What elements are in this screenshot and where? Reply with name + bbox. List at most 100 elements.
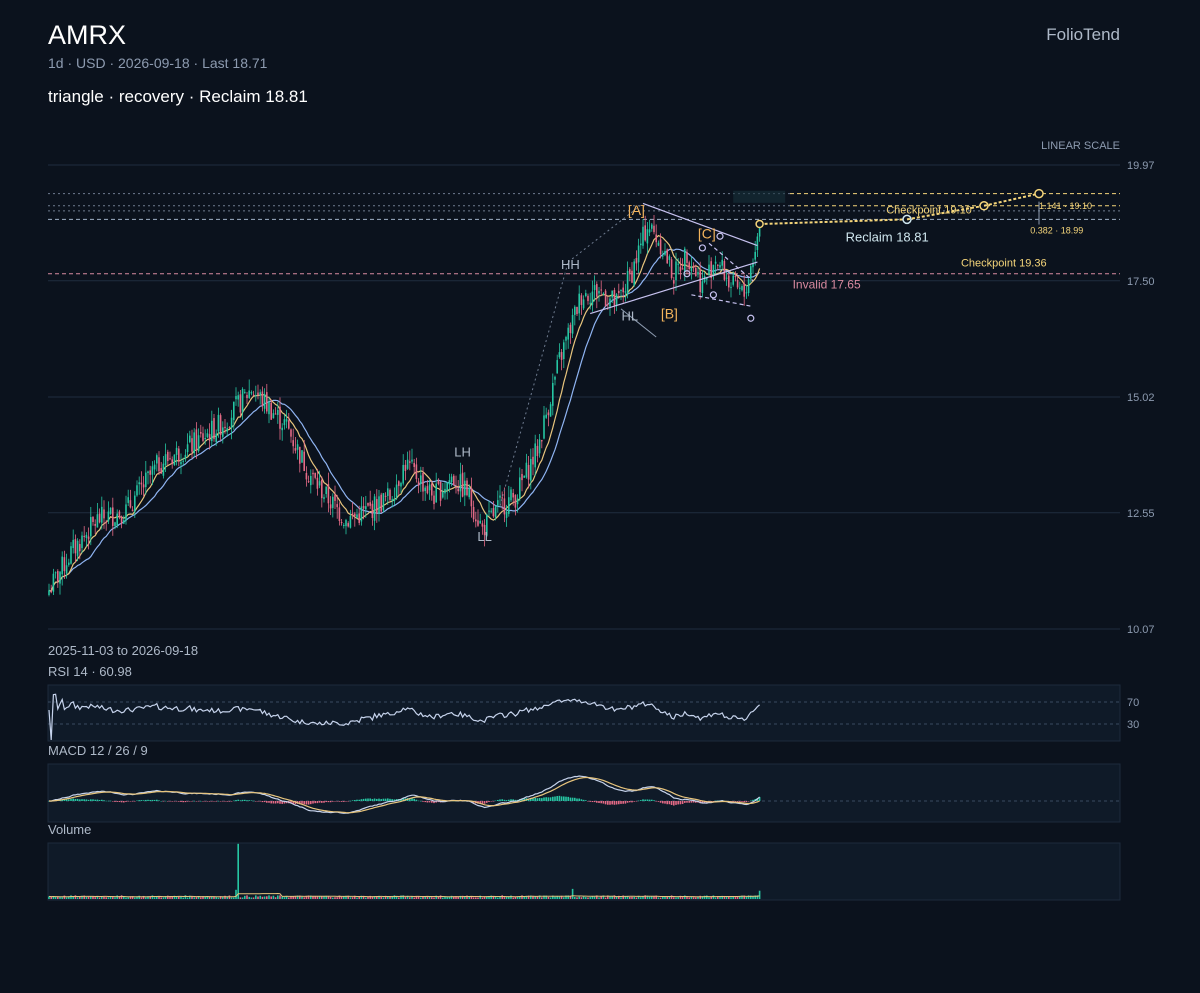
macd-bar	[347, 801, 349, 802]
volume-bar	[219, 896, 222, 899]
macd-bar	[679, 801, 682, 805]
candle-body	[358, 513, 360, 523]
candle-body	[417, 481, 420, 486]
candle-body	[530, 458, 532, 481]
volume-bar	[424, 896, 426, 899]
candle-body	[142, 484, 145, 488]
candle-body	[422, 472, 424, 492]
candle-body	[380, 494, 382, 512]
macd-bar	[226, 801, 228, 802]
volume-bar	[169, 896, 171, 899]
macd-bar	[180, 801, 182, 802]
volume-bar	[585, 897, 587, 899]
macd-bar	[79, 799, 81, 801]
volume-bar	[629, 896, 631, 899]
candle-body	[74, 539, 77, 554]
candle-body	[274, 413, 277, 415]
volume-bar	[398, 897, 400, 899]
macd-bar	[228, 801, 231, 802]
candle-body	[239, 394, 242, 413]
macd-bar	[578, 798, 580, 801]
macd-bar	[182, 801, 184, 803]
volume-bar	[714, 897, 717, 899]
volume-bar	[101, 896, 103, 899]
volume-bar	[659, 897, 662, 899]
volume-bar	[442, 897, 444, 899]
candle-body	[354, 513, 356, 517]
volume-bar	[543, 895, 545, 899]
macd-bar	[235, 799, 237, 801]
candle-body	[580, 295, 583, 305]
volume-bar	[697, 896, 699, 899]
macd-bar	[593, 801, 596, 803]
candle-body	[424, 487, 426, 492]
candle-body	[114, 522, 116, 527]
candle-body	[310, 475, 312, 486]
macd-bar	[241, 799, 244, 801]
volume-bar	[120, 895, 123, 899]
macd-bar	[681, 801, 684, 805]
macd-bar	[272, 801, 275, 804]
macd-bar	[686, 801, 688, 803]
candle-body	[747, 279, 750, 293]
volume-bar	[180, 896, 182, 899]
volume-bar	[679, 895, 682, 899]
candle-body	[420, 475, 422, 484]
volume-bar	[68, 896, 70, 899]
volume-bar	[622, 895, 624, 899]
macd-bar	[417, 800, 420, 802]
macd-bar	[611, 801, 613, 805]
candle-body	[673, 280, 675, 284]
candle-body	[477, 520, 479, 526]
volume-bar	[208, 896, 211, 899]
candle-body	[200, 432, 202, 434]
macd-bar	[321, 801, 323, 803]
candle-body	[448, 480, 451, 485]
macd-bar	[134, 801, 136, 802]
volume-bar	[578, 896, 580, 899]
volume-bar	[444, 896, 446, 899]
candle-body	[208, 434, 211, 441]
macd-bar	[541, 798, 543, 801]
candle-body	[312, 472, 314, 475]
volume-bar	[609, 896, 611, 899]
candle-body	[129, 500, 132, 508]
macd-bar	[556, 796, 558, 801]
volume-bar	[239, 897, 242, 899]
candle-body	[640, 243, 642, 246]
candle-body	[637, 245, 640, 263]
volume-bar	[626, 895, 629, 899]
macd-bar	[301, 801, 303, 804]
macd-bar	[202, 801, 204, 802]
macd-bar	[664, 801, 666, 804]
macd-bar	[622, 801, 624, 804]
candle-body	[743, 283, 745, 297]
volume-bar	[389, 896, 391, 899]
candle-body	[81, 535, 83, 549]
volume-bar	[274, 897, 277, 899]
macd-bar	[745, 801, 748, 803]
macd-bar	[213, 801, 215, 802]
candle-body	[428, 484, 431, 491]
candle-body	[288, 420, 290, 429]
volume-bar	[560, 895, 563, 899]
volume-bar	[565, 895, 567, 899]
candle-body	[697, 272, 699, 275]
candle-body	[241, 388, 244, 412]
macd-bar	[340, 801, 343, 802]
candle-body	[631, 270, 633, 283]
volume-bar	[620, 897, 622, 899]
volume-bar	[435, 895, 437, 899]
volume-bar	[637, 896, 640, 899]
volume-bar	[545, 895, 547, 899]
macd-bar	[162, 801, 165, 802]
macd-bar	[747, 801, 750, 802]
volume-bar	[211, 896, 213, 899]
volume-bar	[530, 895, 532, 899]
candle-body	[717, 264, 719, 266]
candle-body	[567, 327, 569, 340]
volume-bar	[587, 897, 589, 899]
candle-body	[268, 401, 270, 415]
volume-bar	[675, 897, 677, 899]
candle-body	[57, 571, 59, 582]
